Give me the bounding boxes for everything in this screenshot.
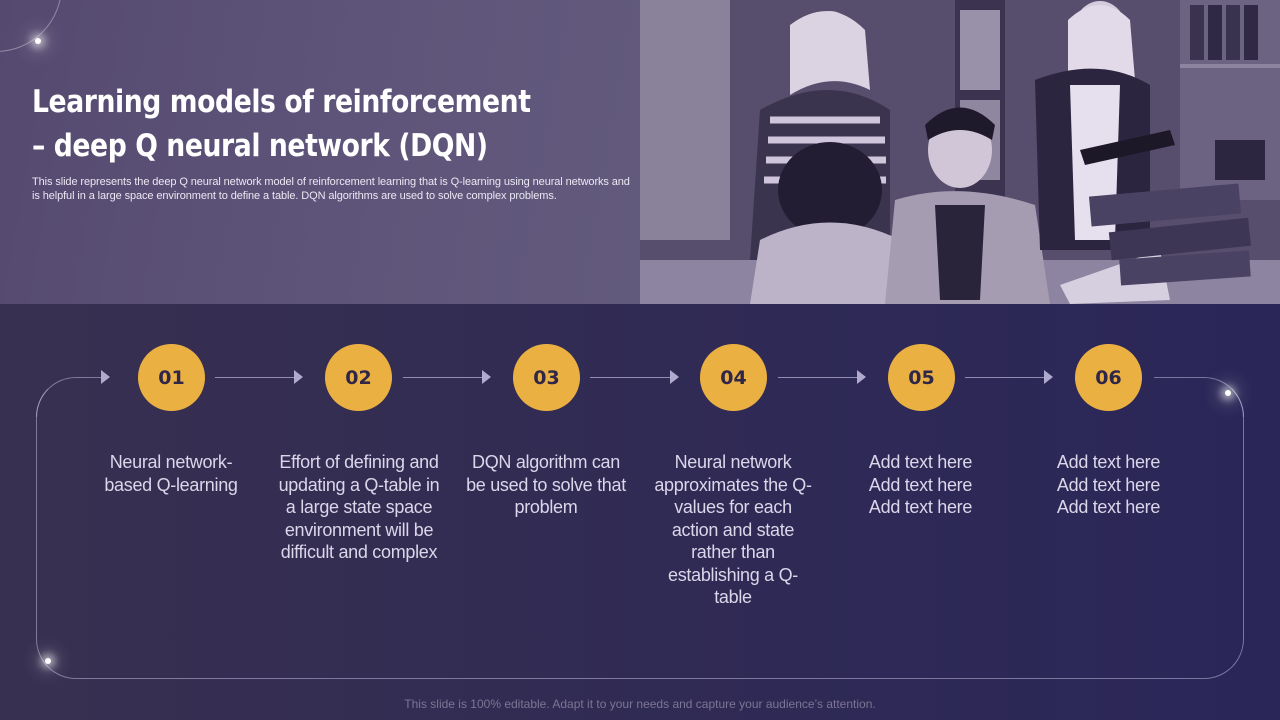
step-number-badge: 01 — [138, 344, 205, 411]
arrow-connector — [965, 370, 1053, 384]
team-photo-illustration — [640, 0, 1280, 304]
header-band: Learning models of reinforcement – deep … — [0, 0, 640, 304]
step-description: DQN algorithm can be used to solve that … — [466, 452, 626, 517]
process-band — [0, 304, 1280, 720]
corner-arc-decoration — [0, 0, 62, 52]
arrow-connector — [40, 370, 110, 384]
step-description: Add text here Add text here Add text her… — [868, 452, 973, 517]
step-number-badge: 05 — [888, 344, 955, 411]
glow-dot-decoration — [1225, 390, 1231, 396]
glow-dot-decoration — [35, 38, 41, 44]
step-description: Effort of defining and updating a Q-tabl… — [278, 452, 440, 562]
step-number-badge: 03 — [513, 344, 580, 411]
step-description: Add text here Add text here Add text her… — [1056, 452, 1161, 517]
step-number-badge: 04 — [700, 344, 767, 411]
process-loop-frame — [36, 377, 1244, 679]
arrow-connector — [403, 370, 491, 384]
footer-note: This slide is 100% editable. Adapt it to… — [404, 697, 876, 711]
slide-title: Learning models of reinforcement – deep … — [32, 84, 531, 164]
step-number-badge: 02 — [325, 344, 392, 411]
step-description: Neural network approximates the Q-values… — [654, 452, 812, 607]
arrow-connector — [778, 370, 866, 384]
arrow-connector — [590, 370, 679, 384]
slide-description: This slide represents the deep Q neural … — [32, 176, 630, 202]
arrow-connector — [215, 370, 303, 384]
team-photo — [640, 0, 1280, 304]
step-description: Neural network-based Q-learning — [104, 452, 238, 495]
glow-dot-decoration — [45, 658, 51, 664]
step-number-badge: 06 — [1075, 344, 1142, 411]
